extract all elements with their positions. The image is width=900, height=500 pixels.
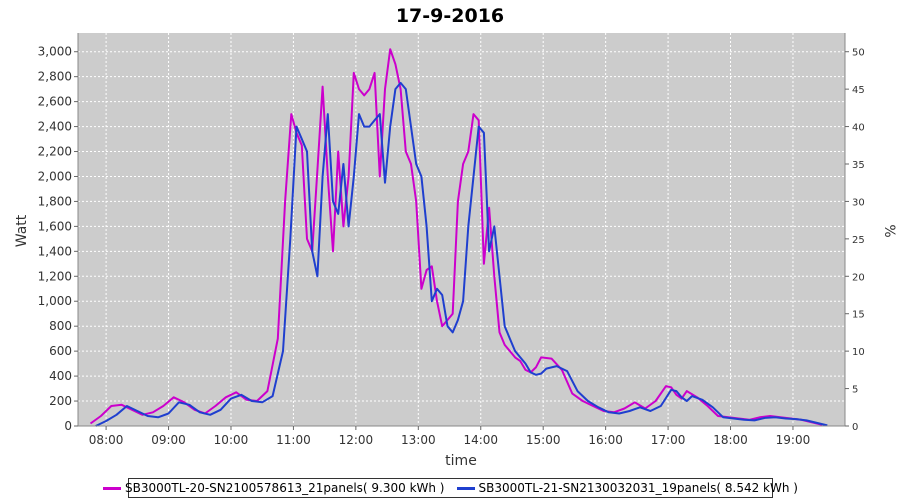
y2-tick-label: 30 <box>852 197 865 208</box>
y2-axis-ticks: 0 5 10 15 20 25 30 35 40 45 50 <box>845 48 865 433</box>
x-tick-label: 13:00 <box>401 433 436 447</box>
gridlines <box>78 33 845 426</box>
legend-swatch-series-2 <box>456 486 475 490</box>
legend-swatch-series-1 <box>103 486 122 490</box>
plot-area <box>78 33 845 426</box>
y2-tick-label: 20 <box>852 272 865 283</box>
chart-title: 17-9-2016 <box>396 5 504 27</box>
y-tick-label: 3,000 <box>38 45 72 59</box>
series-lines <box>89 48 828 427</box>
y2-tick-label: 40 <box>852 123 865 134</box>
x-tick-label: 08:00 <box>89 433 124 447</box>
legend-label-series-1: SB3000TL-20-SN2100578613_21panels( 9.300… <box>125 481 445 495</box>
legend-item-series-2: SB3000TL-21-SN2130032031_19panels( 8.542… <box>456 481 798 495</box>
y-tick-label: 800 <box>49 319 72 333</box>
y-tick-label: 1,400 <box>38 244 72 258</box>
y2-axis-label: % <box>881 224 897 237</box>
legend-item-series-1: SB3000TL-20-SN2100578613_21panels( 9.300… <box>103 481 445 495</box>
chart-legend: SB3000TL-20-SN2100578613_21panels( 9.300… <box>103 478 798 498</box>
y2-tick-label: 45 <box>852 85 865 96</box>
x-axis-label: time <box>445 453 477 469</box>
y2-tick-label: 15 <box>852 310 865 321</box>
y-tick-label: 200 <box>49 394 72 408</box>
y-tick-label: 1,000 <box>38 294 72 308</box>
y-tick-label: 1,200 <box>38 269 72 283</box>
y-tick-label: 600 <box>49 344 72 358</box>
legend-label-series-2: SB3000TL-21-SN2130032031_19panels( 8.542… <box>478 481 798 495</box>
x-tick-label: 10:00 <box>214 433 249 447</box>
y-tick-label: 2,400 <box>38 120 72 134</box>
y-tick-label: 1,800 <box>38 194 72 208</box>
x-tick-label: 12:00 <box>339 433 374 447</box>
x-tick-label: 17:00 <box>651 433 686 447</box>
y2-tick-label: 5 <box>852 385 858 396</box>
y-tick-label: 2,000 <box>38 169 72 183</box>
axes <box>77 33 846 427</box>
series-line-1 <box>89 48 823 426</box>
y2-tick-label: 35 <box>852 160 865 171</box>
x-tick-label: 14:00 <box>463 433 498 447</box>
x-tick-label: 16:00 <box>588 433 623 447</box>
x-tick-label: 18:00 <box>713 433 748 447</box>
y2-tick-label: 50 <box>852 48 865 59</box>
y2-tick-label: 0 <box>852 422 858 433</box>
y-tick-label: 400 <box>49 369 72 383</box>
y-tick-label: 1,600 <box>38 219 72 233</box>
x-axis-ticks: 08:00 09:00 10:00 11:00 12:00 13:00 14:00 15:00… <box>89 426 810 447</box>
x-tick-label: 09:00 <box>151 433 186 447</box>
y-tick-label: 0 <box>64 419 72 433</box>
y-axis-ticks: 0 200 400 600 800 1,000 1,200 1,400 1,600 1,800 2,… <box>38 45 78 433</box>
y-tick-label: 2,800 <box>38 70 72 84</box>
y2-tick-label: 10 <box>852 347 865 358</box>
series-line-2 <box>95 81 828 427</box>
x-tick-label: 11:00 <box>276 433 311 447</box>
y-tick-label: 2,600 <box>38 95 72 109</box>
y-tick-label: 2,200 <box>38 145 72 159</box>
x-tick-label: 15:00 <box>526 433 561 447</box>
x-tick-label: 19:00 <box>776 433 811 447</box>
y-axis-label: Watt <box>14 214 30 247</box>
y2-tick-label: 25 <box>852 235 865 246</box>
